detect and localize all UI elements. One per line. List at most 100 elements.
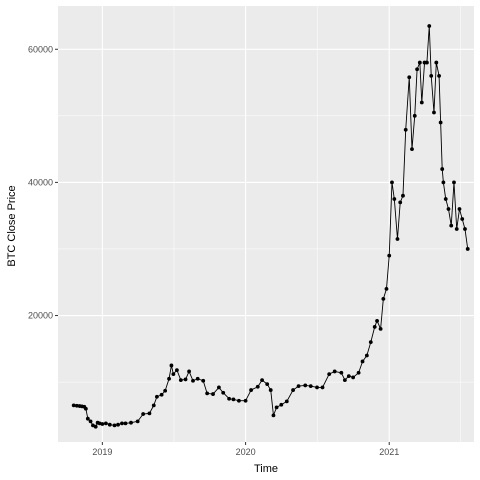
data-point xyxy=(315,385,319,390)
data-point xyxy=(175,368,179,373)
data-point xyxy=(364,353,369,358)
data-point xyxy=(460,217,465,221)
data-point xyxy=(260,378,264,382)
data-point xyxy=(265,382,270,386)
data-point xyxy=(103,421,108,426)
data-point xyxy=(372,324,377,329)
data-point xyxy=(171,372,176,376)
data-point xyxy=(268,388,273,392)
data-point xyxy=(237,398,241,403)
data-point xyxy=(217,385,221,390)
data-point xyxy=(107,422,112,427)
data-point xyxy=(178,378,183,382)
data-point xyxy=(342,378,347,382)
data-point xyxy=(425,60,429,65)
data-point xyxy=(378,326,383,331)
data-point xyxy=(339,370,344,375)
data-point xyxy=(384,287,389,291)
data-point xyxy=(163,388,168,393)
data-point xyxy=(227,396,232,401)
data-point xyxy=(151,403,156,408)
data-point xyxy=(123,421,128,426)
data-point xyxy=(88,419,93,424)
data-point xyxy=(452,180,456,185)
x-tick-label: 2020 xyxy=(236,447,256,457)
data-point xyxy=(116,422,120,427)
data-point xyxy=(356,370,361,375)
data-point xyxy=(449,223,454,228)
data-point xyxy=(135,419,140,424)
data-point xyxy=(429,73,434,78)
x-axis: 2019 2020 2021 xyxy=(92,442,399,457)
data-point xyxy=(308,384,313,388)
data-point xyxy=(167,376,171,381)
data-point xyxy=(183,377,188,382)
y-tick-label: 40000 xyxy=(28,177,53,187)
data-point xyxy=(187,369,191,374)
data-point xyxy=(390,180,394,185)
data-point xyxy=(279,402,284,407)
data-point xyxy=(427,24,432,28)
data-point xyxy=(398,200,403,205)
y-axis-title: BTC Close Price xyxy=(6,185,18,266)
data-point xyxy=(249,388,253,392)
data-point xyxy=(211,392,215,396)
data-point xyxy=(195,376,200,381)
data-point xyxy=(443,197,448,201)
data-point xyxy=(434,60,439,65)
data-point xyxy=(303,383,308,388)
data-point xyxy=(332,369,337,374)
data-point xyxy=(346,374,351,378)
data-point xyxy=(83,406,88,411)
data-point xyxy=(231,397,236,402)
data-point xyxy=(291,388,295,392)
data-point xyxy=(255,384,260,389)
data-point xyxy=(120,421,124,426)
data-point xyxy=(457,207,462,211)
data-point xyxy=(415,67,419,72)
data-point xyxy=(141,412,146,416)
data-point xyxy=(169,363,174,368)
data-point xyxy=(437,73,441,78)
data-point xyxy=(417,60,422,65)
data-point xyxy=(274,405,279,410)
data-point xyxy=(221,390,226,395)
y-axis: 20000 40000 60000 xyxy=(28,44,58,321)
data-point xyxy=(243,398,248,403)
data-point xyxy=(395,237,400,241)
data-point xyxy=(419,100,424,105)
data-point xyxy=(191,378,195,383)
data-point xyxy=(465,247,470,251)
data-point xyxy=(159,392,164,397)
data-point xyxy=(155,394,159,399)
data-point xyxy=(205,391,210,396)
data-point xyxy=(201,378,206,383)
data-point xyxy=(446,207,451,211)
x-tick-label: 2019 xyxy=(92,447,112,457)
data-point xyxy=(412,113,417,118)
plot-panel xyxy=(58,6,474,442)
data-point xyxy=(129,420,133,425)
data-point xyxy=(392,197,397,201)
data-point xyxy=(407,75,412,80)
x-axis-title: Time xyxy=(254,463,278,475)
data-point xyxy=(381,296,386,301)
data-point xyxy=(327,372,332,376)
data-point xyxy=(438,120,443,125)
data-point xyxy=(368,340,373,345)
data-point xyxy=(360,359,365,364)
data-point xyxy=(375,318,379,323)
y-tick-label: 60000 xyxy=(28,44,53,54)
data-point xyxy=(93,424,98,429)
data-point xyxy=(440,167,445,171)
data-point xyxy=(284,399,289,404)
data-point xyxy=(441,180,446,185)
data-point xyxy=(71,403,76,408)
minor-gridlines xyxy=(58,6,474,442)
data-point xyxy=(100,422,105,426)
data-point xyxy=(401,193,405,198)
series-layer xyxy=(71,24,470,429)
data-point xyxy=(387,253,392,258)
